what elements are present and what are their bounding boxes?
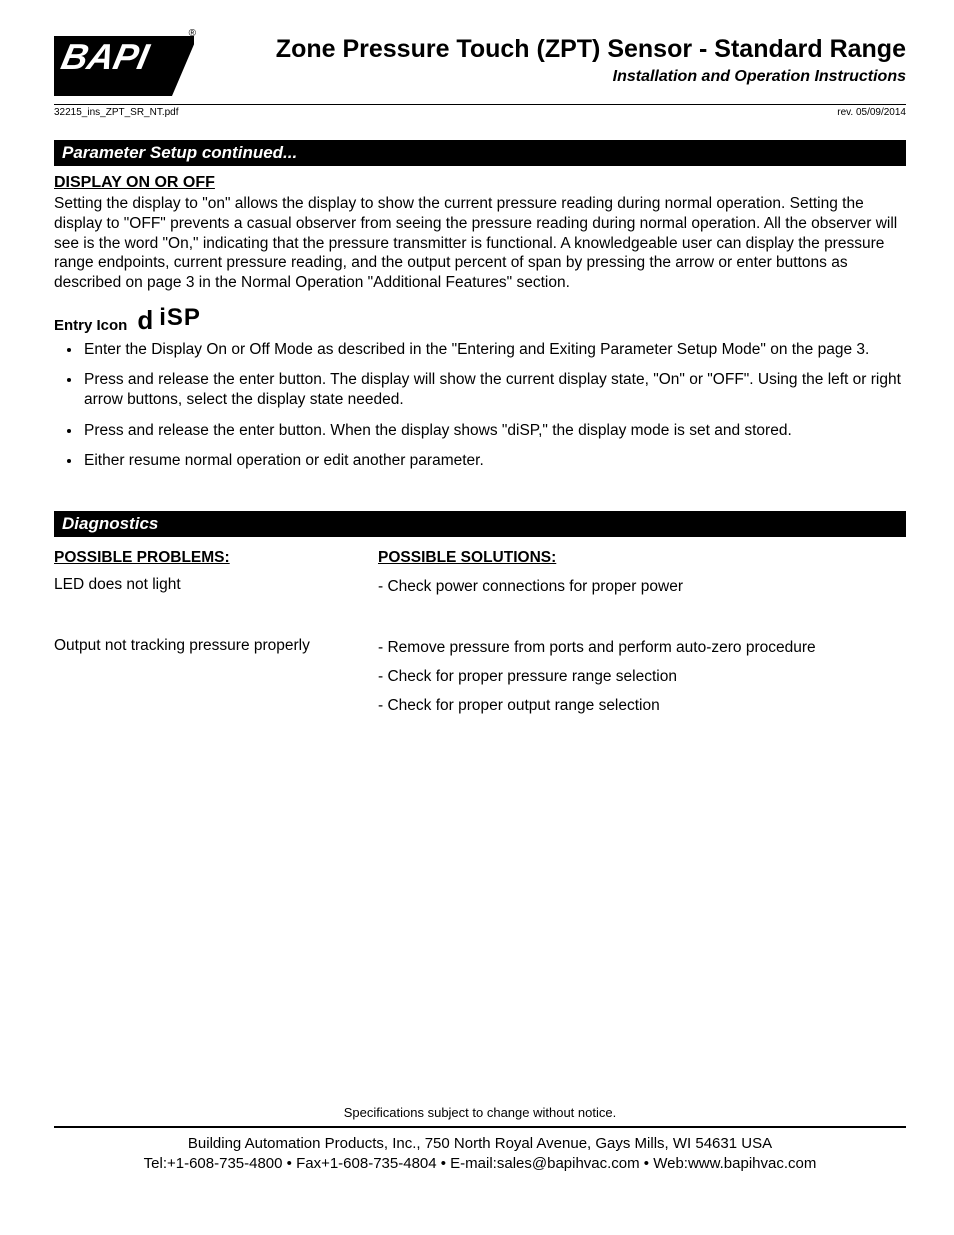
header: BAPI ® Zone Pressure Touch (ZPT) Sensor …: [54, 30, 906, 102]
revision-date: rev. 05/09/2014: [837, 107, 906, 118]
section-bar-diagnostics: Diagnostics: [54, 511, 906, 537]
entry-icon-label: Entry Icon: [54, 317, 127, 334]
solution-cell: - Check power connections for proper pow…: [378, 575, 906, 606]
solutions-heading: POSSIBLE SOLUTIONS:: [378, 549, 906, 567]
problem-cell: Output not tracking pressure properly: [54, 636, 370, 725]
entry-icon-row: Entry Icon d iSP: [54, 307, 906, 334]
solution-line: - Check power connections for proper pow…: [378, 577, 906, 598]
list-item: Either resume normal operation or edit a…: [82, 451, 906, 471]
spec-note: Specifications subject to change without…: [54, 1105, 906, 1120]
list-item: Press and release the enter button. The …: [82, 370, 906, 410]
page-title: Zone Pressure Touch (ZPT) Sensor - Stand…: [210, 34, 906, 64]
solution-line: - Check for proper pressure range select…: [378, 667, 906, 688]
problems-heading: POSSIBLE PROBLEMS:: [54, 549, 370, 567]
list-item: Enter the Display On or Off Mode as desc…: [82, 340, 906, 360]
section-bar-parameter-setup: Parameter Setup continued...: [54, 140, 906, 166]
solution-cell: - Remove pressure from ports and perform…: [378, 636, 906, 725]
display-segment-icon: d iSP: [137, 307, 201, 334]
diagnostics-table: POSSIBLE PROBLEMS: POSSIBLE SOLUTIONS: L…: [54, 545, 906, 725]
file-name: 32215_ins_ZPT_SR_NT.pdf: [54, 107, 179, 118]
problem-cell: LED does not light: [54, 575, 370, 606]
bullet-list: Enter the Display On or Off Mode as desc…: [54, 340, 906, 471]
footer-contact: Tel:+1-608-735-4800 • Fax+1-608-735-4804…: [54, 1154, 906, 1174]
paragraph-display-on-off: Setting the display to "on" allows the d…: [54, 194, 906, 293]
footer-address: Building Automation Products, Inc., 750 …: [54, 1134, 906, 1154]
meta-row: 32215_ins_ZPT_SR_NT.pdf rev. 05/09/2014: [54, 104, 906, 118]
page-subtitle: Installation and Operation Instructions: [210, 68, 906, 86]
heading-display-on-off: DISPLAY ON OR OFF: [54, 174, 906, 192]
logo-registered: ®: [189, 28, 196, 39]
segment-isp: iSP: [159, 306, 201, 330]
solution-line: - Check for proper output range selectio…: [378, 696, 906, 717]
list-item: Press and release the enter button. When…: [82, 421, 906, 441]
footer: Specifications subject to change without…: [54, 1105, 906, 1175]
logo-text: BAPI: [58, 36, 153, 78]
segment-d: d: [137, 307, 153, 333]
logo: BAPI ®: [54, 30, 194, 102]
solution-line: - Remove pressure from ports and perform…: [378, 638, 906, 659]
